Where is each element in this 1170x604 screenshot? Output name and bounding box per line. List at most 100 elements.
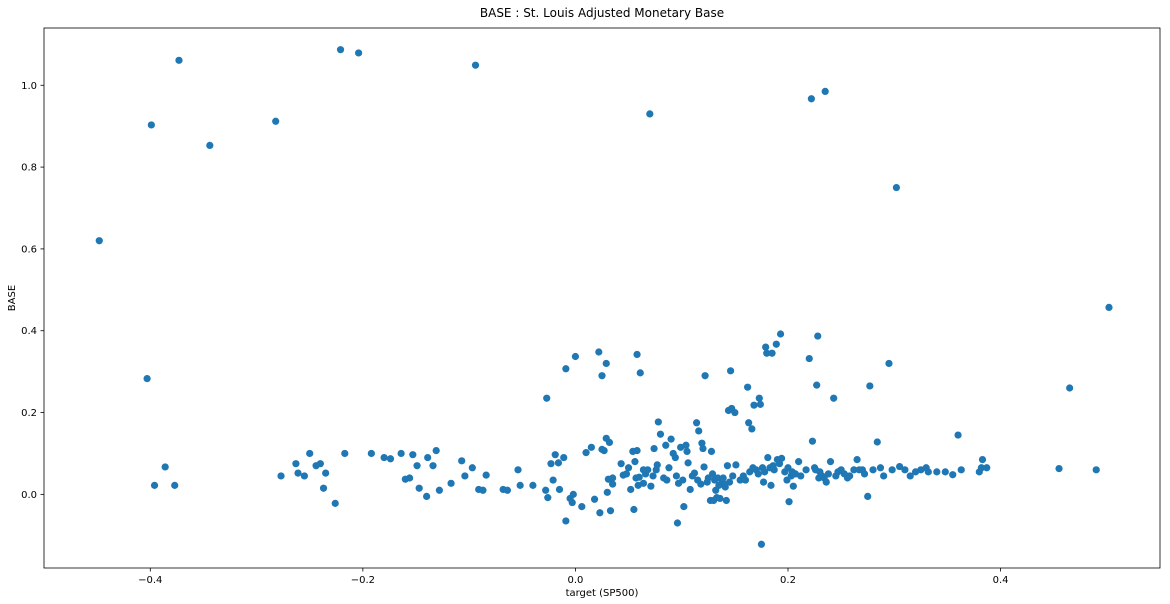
data-point: [808, 437, 817, 445]
data-point: [590, 495, 599, 503]
data-point: [514, 466, 522, 474]
data-point: [707, 447, 716, 456]
data-point: [482, 471, 490, 479]
data-point: [690, 469, 699, 477]
data-point: [732, 461, 740, 469]
data-point: [649, 472, 657, 480]
data-point: [672, 472, 681, 480]
data-point: [745, 419, 753, 427]
data-point: [555, 485, 564, 494]
data-point: [821, 87, 829, 96]
data-point: [639, 479, 648, 487]
data-point: [671, 453, 679, 462]
data-point: [650, 444, 658, 453]
data-point: [95, 237, 103, 245]
data-point: [731, 408, 739, 417]
data-point: [683, 447, 691, 456]
data-point: [582, 449, 590, 457]
data-point: [646, 110, 654, 118]
data-point: [633, 350, 641, 359]
data-point: [602, 359, 610, 368]
data-point: [797, 472, 805, 480]
data-point: [653, 461, 661, 469]
data-point: [864, 492, 872, 501]
data-point: [568, 498, 576, 507]
data-point: [682, 441, 690, 449]
data-point: [397, 449, 405, 458]
data-point: [778, 454, 786, 462]
data-point: [1105, 303, 1113, 312]
data-point: [763, 349, 771, 357]
data-point: [722, 496, 730, 505]
data-point: [767, 481, 775, 489]
data-point: [888, 466, 896, 474]
data-point: [609, 480, 617, 488]
data-point: [630, 505, 638, 514]
data-point: [571, 352, 580, 361]
data-point: [150, 481, 159, 489]
data-point: [569, 490, 577, 498]
data-point: [876, 464, 885, 472]
data-point: [471, 61, 480, 69]
data-point: [654, 418, 662, 426]
data-point: [983, 464, 991, 472]
data-point: [686, 485, 694, 494]
data-point: [609, 474, 617, 482]
data-point: [885, 359, 893, 368]
data-point: [544, 494, 552, 502]
chart-title: BASE : St. Louis Adjusted Monetary Base: [480, 6, 724, 20]
data-point: [776, 330, 785, 338]
y-tick-label: 0.2: [21, 408, 37, 419]
data-point: [587, 443, 595, 451]
data-point: [813, 381, 821, 389]
data-point: [807, 95, 815, 103]
data-point: [846, 472, 854, 480]
data-point: [699, 444, 707, 453]
data-point: [316, 460, 324, 468]
data-point: [171, 481, 179, 489]
data-point: [331, 499, 339, 507]
data-point: [744, 383, 752, 391]
data-point: [692, 419, 701, 427]
data-point: [933, 468, 941, 476]
data-point: [1066, 384, 1074, 392]
data-point: [768, 349, 776, 357]
y-tick-label: 0.8: [21, 163, 37, 174]
data-point: [560, 453, 568, 462]
data-point: [294, 469, 302, 477]
data-point: [755, 394, 763, 402]
data-point: [805, 354, 813, 363]
data-point: [554, 459, 563, 467]
data-point: [435, 486, 443, 494]
data-point: [663, 476, 671, 484]
data-point: [468, 464, 476, 472]
data-point: [957, 466, 965, 474]
data-point: [906, 472, 914, 480]
data-point: [605, 438, 614, 447]
data-point: [175, 56, 183, 64]
data-point: [757, 540, 766, 548]
data-point: [336, 46, 345, 54]
data-point: [380, 453, 388, 462]
data-point: [978, 455, 987, 464]
data-point: [429, 462, 437, 470]
data-point: [461, 472, 469, 480]
data-point: [447, 479, 455, 487]
data-point: [756, 400, 764, 408]
data-point: [277, 472, 285, 480]
data-point: [880, 472, 888, 480]
data-point: [562, 365, 570, 373]
data-point: [830, 394, 838, 402]
data-point: [789, 482, 797, 490]
plot-frame: [43, 27, 1161, 569]
data-point: [598, 372, 606, 380]
data-point: [292, 460, 300, 468]
data-point: [762, 343, 770, 351]
data-point: [764, 453, 772, 462]
data-point: [723, 462, 732, 470]
data-point: [547, 460, 555, 468]
data-point: [631, 458, 639, 466]
data-point: [850, 466, 858, 474]
data-point: [644, 466, 652, 474]
data-point: [143, 374, 151, 383]
